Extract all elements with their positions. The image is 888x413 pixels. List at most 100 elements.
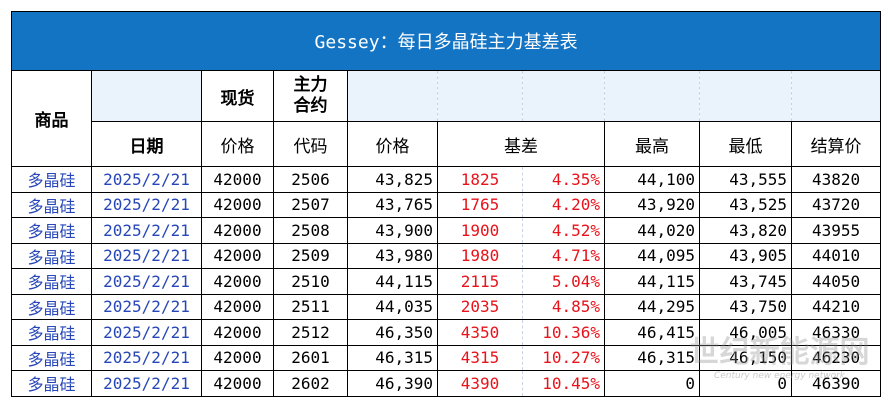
cell-low: 43,525 (699, 191, 792, 218)
header-blank (347, 70, 438, 122)
table-row: 多晶硅 2025/2/21 42000 2506 43,825 1825 4.35% 44,1… (11, 166, 882, 193)
table-body: 多晶硅 2025/2/21 42000 2506 43,825 1825 4.35% 44,1… (11, 166, 882, 397)
header-blank (604, 70, 700, 122)
cell-spot-price: 42000 (201, 293, 274, 320)
cell-product: 多晶硅 (11, 166, 92, 193)
header-settle: 结算价 (790, 121, 882, 167)
cell-basis-pct: 10.27% (522, 344, 605, 371)
header-low: 最低 (699, 121, 792, 167)
header-blank (437, 70, 523, 122)
cell-futures-price: 43,900 (347, 217, 438, 244)
cell-spot-price: 42000 (201, 242, 274, 269)
cell-basis-pct: 4.71% (522, 242, 605, 269)
cell-date: 2025/2/21 (91, 344, 202, 371)
cell-high: 43,920 (604, 191, 700, 218)
cell-product: 多晶硅 (11, 370, 92, 397)
cell-spot-price: 42000 (201, 370, 274, 397)
cell-spot-price: 42000 (201, 217, 274, 244)
cell-futures-price: 46,315 (347, 344, 438, 371)
header-product: 商品 (11, 70, 92, 167)
cell-basis: 2115 (437, 268, 523, 295)
cell-date: 2025/2/21 (91, 268, 202, 295)
cell-settle: 44050 (790, 268, 882, 295)
cell-settle: 43955 (790, 217, 882, 244)
cell-high: 44,295 (604, 293, 700, 320)
cell-contract-code: 2509 (273, 242, 348, 269)
cell-settle: 43820 (790, 166, 882, 193)
cell-high: 44,020 (604, 217, 700, 244)
table-row: 多晶硅 2025/2/21 42000 2508 43,900 1900 4.52% 44,0… (11, 217, 882, 244)
header-blank (699, 70, 792, 122)
cell-basis-pct: 4.20% (522, 191, 605, 218)
cell-low: 43,745 (699, 268, 792, 295)
header-spot: 现货 (201, 70, 274, 122)
cell-low: 0 (699, 370, 792, 397)
table-row: 多晶硅 2025/2/21 42000 2507 43,765 1765 4.20% 43,9… (11, 191, 882, 218)
cell-low: 43,905 (699, 242, 792, 269)
cell-basis-pct: 10.36% (522, 319, 605, 346)
header-futures-price: 价格 (347, 121, 438, 167)
cell-settle: 44210 (790, 293, 882, 320)
table-title: Gessey：每日多晶硅主力基差表 (10, 11, 882, 71)
cell-date: 2025/2/21 (91, 370, 202, 397)
cell-futures-price: 43,765 (347, 191, 438, 218)
cell-contract-code: 2507 (273, 191, 348, 218)
cell-settle: 46230 (790, 344, 882, 371)
cell-low: 43,820 (699, 217, 792, 244)
cell-basis: 1900 (437, 217, 523, 244)
cell-contract-code: 2508 (273, 217, 348, 244)
cell-basis-pct: 4.52% (522, 217, 605, 244)
cell-spot-price: 42000 (201, 268, 274, 295)
cell-contract-code: 2506 (273, 166, 348, 193)
cell-basis: 4390 (437, 370, 523, 397)
cell-date: 2025/2/21 (91, 242, 202, 269)
cell-futures-price: 44,035 (347, 293, 438, 320)
table-row: 多晶硅 2025/2/21 42000 2509 43,980 1980 4.71% 44,0… (11, 242, 882, 269)
header-high: 最高 (604, 121, 700, 167)
cell-high: 44,095 (604, 242, 700, 269)
cell-basis: 2035 (437, 293, 523, 320)
cell-basis-pct: 4.85% (522, 293, 605, 320)
basis-table: Gessey：每日多晶硅主力基差表 商品 现货 主力 合约 日期 价格 代码 价… (10, 11, 882, 397)
cell-product: 多晶硅 (11, 319, 92, 346)
cell-high: 46,415 (604, 319, 700, 346)
cell-spot-price: 42000 (201, 166, 274, 193)
cell-high: 0 (604, 370, 700, 397)
cell-low: 43,750 (699, 293, 792, 320)
table-row: 多晶硅 2025/2/21 42000 2601 46,315 4315 10.27% 46,… (11, 344, 882, 371)
cell-product: 多晶硅 (11, 191, 92, 218)
cell-spot-price: 42000 (201, 344, 274, 371)
cell-basis-pct: 4.35% (522, 166, 605, 193)
cell-settle: 44010 (790, 242, 882, 269)
cell-high: 44,100 (604, 166, 700, 193)
cell-futures-price: 46,350 (347, 319, 438, 346)
header-blank (91, 70, 202, 122)
table-row: 多晶硅 2025/2/21 42000 2511 44,035 2035 4.85% 44,2… (11, 293, 882, 320)
cell-basis: 1765 (437, 191, 523, 218)
cell-basis: 1980 (437, 242, 523, 269)
cell-settle: 46330 (790, 319, 882, 346)
cell-contract-code: 2601 (273, 344, 348, 371)
header-main-contract: 主力 合约 (273, 70, 348, 122)
header-spot-price: 价格 (201, 121, 274, 167)
cell-basis-pct: 5.04% (522, 268, 605, 295)
cell-contract-code: 2512 (273, 319, 348, 346)
cell-high: 46,315 (604, 344, 700, 371)
cell-basis: 4350 (437, 319, 523, 346)
cell-spot-price: 42000 (201, 191, 274, 218)
cell-date: 2025/2/21 (91, 166, 202, 193)
cell-date: 2025/2/21 (91, 191, 202, 218)
header-blank (790, 70, 882, 122)
cell-futures-price: 43,980 (347, 242, 438, 269)
cell-contract-code: 2511 (273, 293, 348, 320)
cell-product: 多晶硅 (11, 217, 92, 244)
cell-product: 多晶硅 (11, 344, 92, 371)
cell-date: 2025/2/21 (91, 293, 202, 320)
table-row: 多晶硅 2025/2/21 42000 2602 46,390 4390 10.45% 0 0 4… (11, 370, 882, 397)
cell-contract-code: 2510 (273, 268, 348, 295)
cell-futures-price: 44,115 (347, 268, 438, 295)
cell-product: 多晶硅 (11, 293, 92, 320)
cell-settle: 43720 (790, 191, 882, 218)
header-date: 日期 (91, 121, 202, 167)
cell-basis-pct: 10.45% (522, 370, 605, 397)
